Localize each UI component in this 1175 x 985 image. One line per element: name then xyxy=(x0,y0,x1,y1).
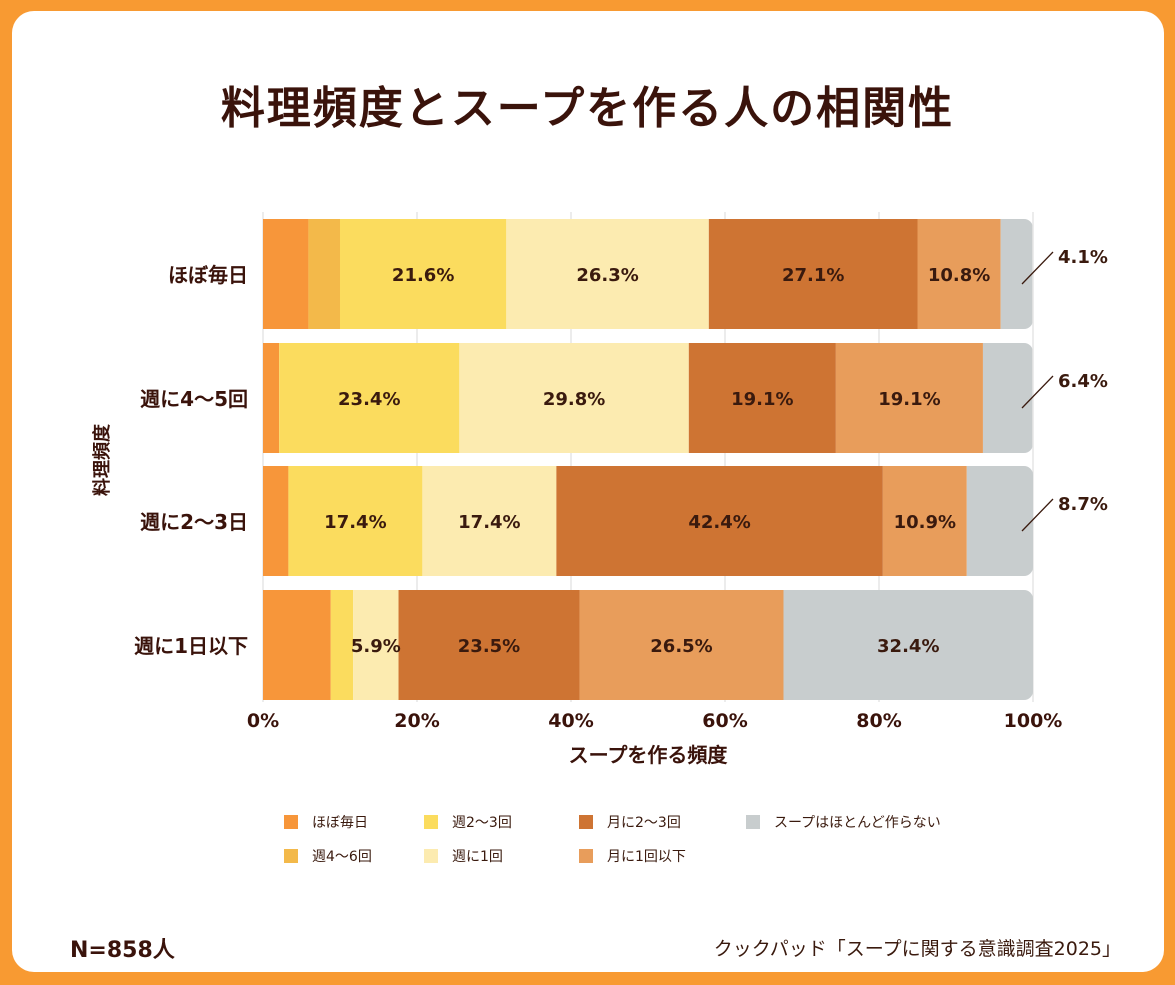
bar-segment xyxy=(263,219,309,329)
legend-item: 週に1回 xyxy=(424,846,503,866)
x-tick-label: 80% xyxy=(856,710,901,732)
bar-segment xyxy=(459,343,689,453)
legend: ほぼ毎日 週2〜3回 月に2〜3回 スープはほとんど作らない週4〜6回 週に1回 月に1回… xyxy=(284,812,1004,872)
bar-row xyxy=(263,590,1033,700)
data-label: 32.4% xyxy=(877,636,939,657)
legend-item: 月に2〜3回 xyxy=(579,812,681,832)
x-axis-title: スープを作る頻度 xyxy=(569,743,729,767)
bar-segment xyxy=(835,343,983,453)
bar-segment xyxy=(308,219,340,329)
data-label: 5.9% xyxy=(351,636,401,657)
data-label: 29.8% xyxy=(543,389,605,410)
bar-segment xyxy=(263,466,289,576)
data-label: 23.5% xyxy=(458,636,520,657)
data-label: 23.4% xyxy=(338,389,400,410)
legend-item: スープはほとんど作らない xyxy=(746,812,941,832)
data-label: 42.4% xyxy=(688,512,750,533)
x-tick-label: 100% xyxy=(1004,710,1063,732)
legend-label: ほぼ毎日 xyxy=(312,815,368,831)
category-label: ほぼ毎日 xyxy=(168,263,248,287)
callout-label: 6.4% xyxy=(1058,371,1108,392)
legend-swatch xyxy=(284,815,298,829)
data-label: 19.1% xyxy=(731,389,793,410)
callout-label: 8.7% xyxy=(1058,494,1108,515)
data-label: 19.1% xyxy=(878,389,940,410)
legend-label: 週4〜6回 xyxy=(312,849,372,865)
legend-item: ほぼ毎日 xyxy=(284,812,368,832)
category-label: 週に2〜3日 xyxy=(140,510,248,534)
legend-swatch xyxy=(746,815,760,829)
bar-segment xyxy=(340,219,507,329)
legend-label: 週2〜3回 xyxy=(452,815,512,831)
legend-swatch xyxy=(284,849,298,863)
legend-label: 月に2〜3回 xyxy=(607,815,681,831)
bar-segment xyxy=(708,219,918,329)
bar-segment xyxy=(556,466,883,576)
bar-row xyxy=(263,343,1033,453)
x-tick-label: 60% xyxy=(702,710,747,732)
legend-item: 週4〜6回 xyxy=(284,846,372,866)
bar-segment xyxy=(579,590,784,700)
legend-item: 月に1回以下 xyxy=(579,846,686,866)
category-label: 週に4〜5回 xyxy=(140,387,248,411)
bar-segment xyxy=(783,590,1033,700)
x-tick-label: 20% xyxy=(394,710,439,732)
sample-size-label: N=858人 xyxy=(70,938,175,963)
legend-swatch xyxy=(579,849,593,863)
data-label: 27.1% xyxy=(782,265,844,286)
data-label: 26.5% xyxy=(650,636,712,657)
legend-item: 週2〜3回 xyxy=(424,812,512,832)
source-label: クックパッド「スープに関する意識調査2025」 xyxy=(713,938,1121,960)
bar-segment xyxy=(263,590,331,700)
bar-segment xyxy=(1000,219,1033,329)
bar-segment xyxy=(506,219,709,329)
legend-label: 週に1回 xyxy=(452,849,503,865)
data-label: 21.6% xyxy=(392,265,454,286)
data-label: 10.9% xyxy=(894,512,956,533)
bar-segment xyxy=(279,343,460,453)
x-tick-label: 0% xyxy=(247,710,279,732)
x-tick-label: 40% xyxy=(548,710,593,732)
bar-segment xyxy=(422,466,557,576)
bar-segment xyxy=(353,590,399,700)
data-label: 26.3% xyxy=(576,265,638,286)
callout-label: 4.1% xyxy=(1058,247,1108,268)
bar-segment xyxy=(882,466,967,576)
legend-swatch xyxy=(424,815,438,829)
data-label: 17.4% xyxy=(458,512,520,533)
bar-segment xyxy=(398,590,580,700)
bar-segment xyxy=(966,466,1033,576)
callout-line xyxy=(1021,251,1054,285)
legend-swatch xyxy=(424,849,438,863)
legend-label: スープはほとんど作らない xyxy=(774,815,941,831)
bar-segment xyxy=(330,590,354,700)
legend-swatch xyxy=(579,815,593,829)
category-label: 週に1日以下 xyxy=(134,634,248,658)
callout-line xyxy=(1021,498,1054,532)
bar-row xyxy=(263,219,1033,329)
data-label: 17.4% xyxy=(324,512,386,533)
bar-row xyxy=(263,466,1033,576)
chart-title: 料理頻度とスープを作る人の相関性 xyxy=(220,83,955,134)
bar-segment xyxy=(917,219,1001,329)
bar-segment xyxy=(263,343,280,453)
y-axis-title: 料理頻度 xyxy=(91,423,113,496)
bar-segment xyxy=(288,466,423,576)
data-label: 10.8% xyxy=(928,265,990,286)
legend-label: 月に1回以下 xyxy=(607,849,686,865)
bar-segment xyxy=(688,343,836,453)
callout-line xyxy=(1021,375,1054,409)
bar-segment xyxy=(982,343,1033,453)
